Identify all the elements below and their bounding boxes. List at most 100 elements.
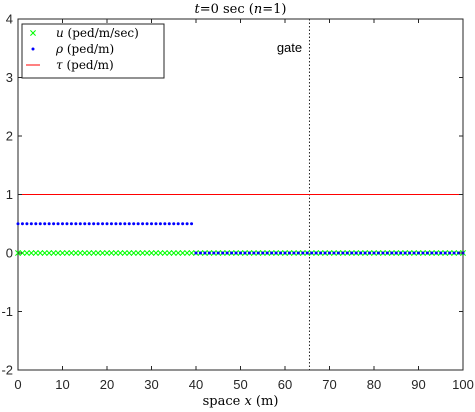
rho-point: [141, 222, 145, 226]
u-marker-stroke: [37, 250, 44, 256]
rho-point: [158, 222, 162, 226]
rho-point: [56, 222, 60, 226]
rho-point: [270, 251, 274, 255]
u-marker-stroke: [23, 250, 30, 256]
y-tick-label: 3: [6, 70, 13, 85]
rho-point: [283, 251, 287, 255]
x-tick-label: 20: [100, 377, 114, 392]
legend: u (ped/m/sec)ρ (ped/m)τ (ped/m): [21, 23, 165, 79]
u-point: [86, 250, 93, 256]
rho-point: [96, 222, 100, 226]
u-point: [184, 250, 191, 256]
rho-point: [29, 222, 33, 226]
rho-point: [252, 251, 256, 255]
title-part: =0 sec (: [200, 2, 254, 17]
u-point: [19, 250, 26, 256]
u-point: [179, 250, 186, 256]
x-tick-label: 10: [55, 377, 69, 392]
rho-point: [163, 222, 167, 226]
rho-point: [345, 251, 349, 255]
rho-point: [78, 222, 82, 226]
rho-point: [394, 251, 398, 255]
x-tick-label: 30: [144, 377, 158, 392]
gate-label: gate: [277, 40, 302, 55]
u-point: [108, 250, 115, 256]
x-tick-label: 60: [278, 377, 292, 392]
u-point: [126, 250, 133, 256]
rho-point: [341, 251, 345, 255]
legend-u-marker: [30, 30, 36, 36]
rho-point: [83, 222, 87, 226]
rho-point: [279, 251, 283, 255]
x-tick-label: 80: [367, 377, 381, 392]
rho-point: [359, 251, 363, 255]
rho-point: [20, 222, 24, 226]
rho-point: [185, 222, 189, 226]
u-marker-stroke: [161, 250, 168, 256]
legend-box: [21, 23, 165, 79]
x-label-part: (m): [252, 394, 279, 409]
rho-point: [69, 222, 73, 226]
rho-point: [16, 222, 20, 226]
rho-point: [150, 222, 153, 226]
y-tick-label: 4: [6, 12, 13, 27]
legend-entry: ρ (ped/m): [55, 42, 114, 56]
u-marker-stroke: [72, 250, 79, 256]
x-tick-label: 0: [14, 377, 21, 392]
rho-point: [425, 251, 429, 255]
u-marker-stroke: [152, 250, 159, 256]
rho-point: [430, 251, 434, 255]
rho-point: [109, 222, 113, 226]
rho-point: [127, 222, 131, 226]
rho-point: [65, 222, 69, 226]
u-marker-stroke: [175, 250, 182, 256]
rho-point: [176, 222, 180, 226]
u-point: [139, 250, 146, 256]
rho-point: [145, 222, 149, 226]
rho-point: [216, 251, 220, 255]
rho-point: [265, 251, 269, 255]
u-marker-stroke: [108, 250, 115, 256]
u-marker-stroke: [99, 250, 106, 256]
x-tick-label: 40: [189, 377, 203, 392]
rho-point: [363, 251, 367, 255]
rho-point: [123, 222, 127, 226]
rho-point: [417, 251, 420, 255]
y-tick-label: -1: [1, 304, 13, 319]
x-axis-label: space x (m): [203, 394, 279, 409]
rho-point: [230, 251, 234, 255]
rho-point: [239, 251, 242, 255]
u-marker-stroke: [126, 250, 133, 256]
u-marker-stroke: [112, 250, 119, 256]
rho-point: [323, 251, 327, 255]
rho-point: [408, 251, 412, 255]
rho-point: [301, 251, 305, 255]
rho-point: [457, 251, 461, 255]
x-tick-labels: 0 10 20 30 40 50 60 70 80 90 100: [14, 377, 473, 392]
u-marker-stroke: [184, 250, 191, 256]
rho-point: [207, 251, 211, 255]
u-marker-stroke: [144, 250, 151, 256]
rho-point: [212, 251, 216, 255]
rho-point: [376, 251, 380, 255]
u-marker-stroke: [130, 250, 137, 256]
legend-rho-marker: [31, 47, 35, 51]
rho-point: [203, 251, 207, 255]
u-marker-stroke: [46, 250, 53, 256]
rho-point: [421, 251, 425, 255]
rho-point: [368, 251, 372, 255]
rho-point: [132, 222, 136, 226]
u-marker-stroke: [86, 250, 93, 256]
rho-point: [448, 251, 452, 255]
u-marker-stroke: [55, 250, 62, 256]
u-marker-stroke: [135, 250, 142, 256]
u-point: [148, 250, 155, 256]
u-point: [28, 250, 35, 256]
rho-point: [452, 251, 456, 255]
rho-point: [61, 222, 64, 226]
rho-point: [319, 251, 323, 255]
rho-point: [385, 251, 389, 255]
u-point: [55, 250, 62, 256]
rho-point: [247, 251, 251, 255]
